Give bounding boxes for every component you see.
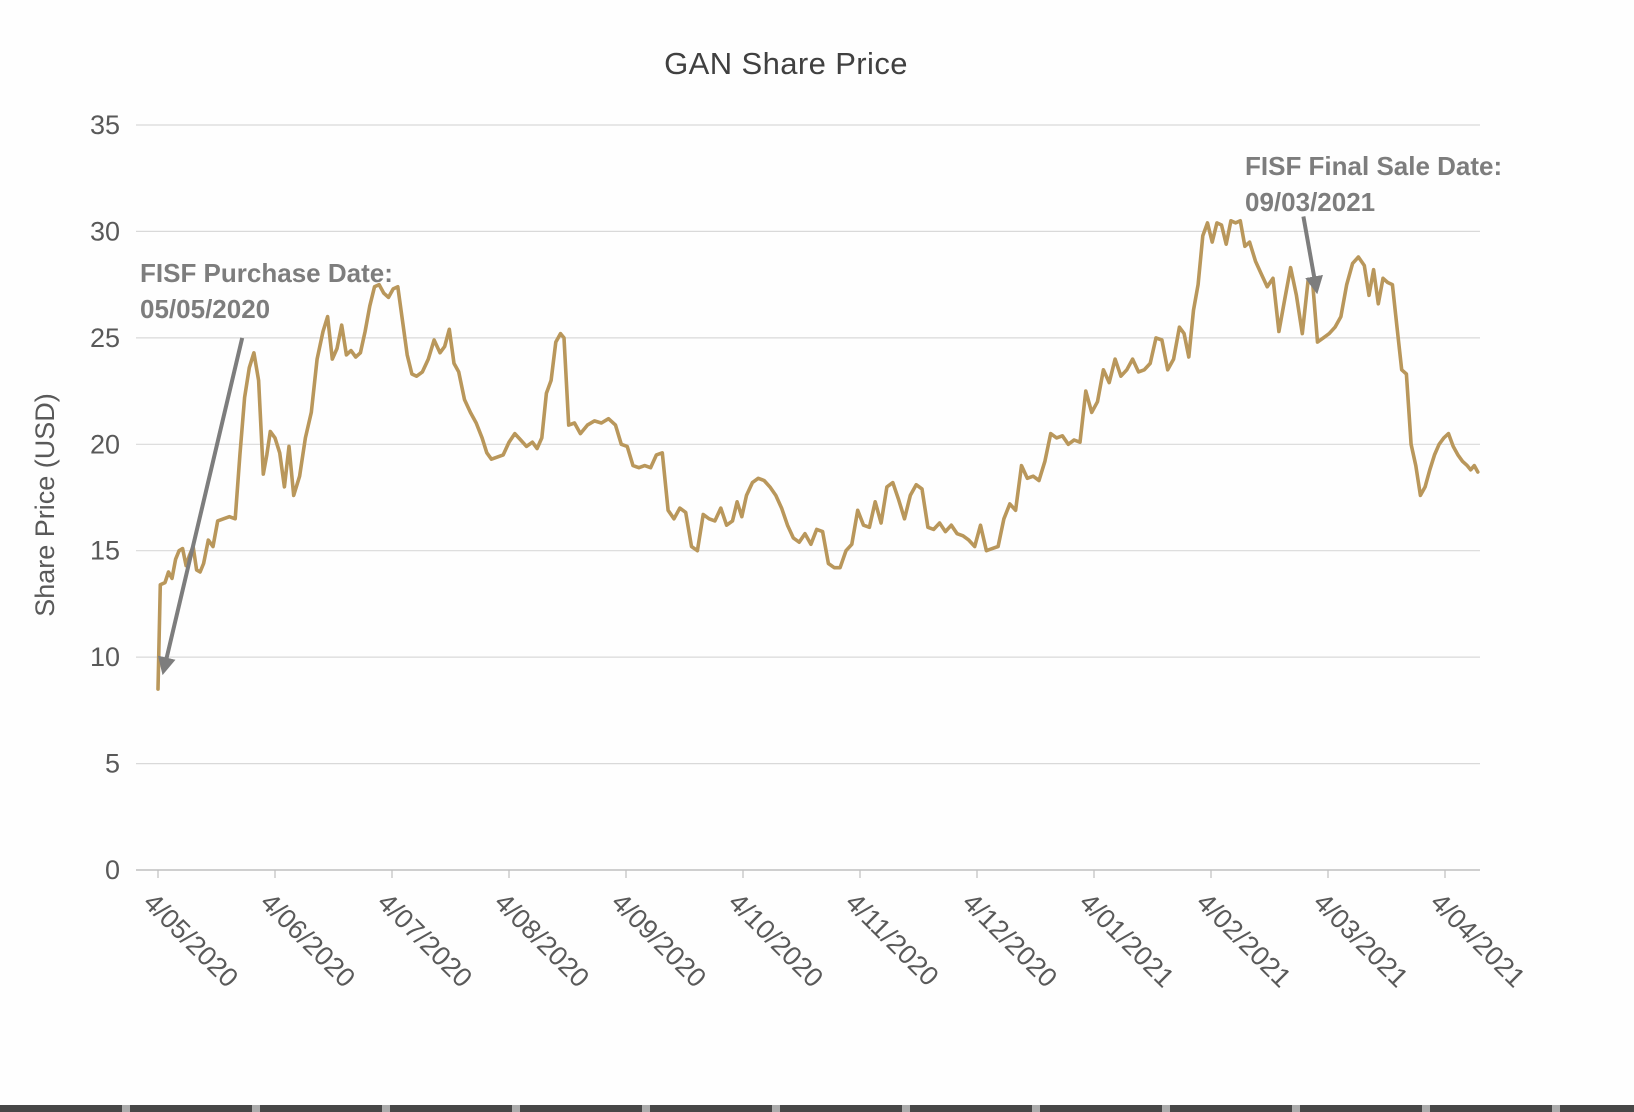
x-tick-label-4: 4/09/2020	[606, 887, 712, 993]
y-tick-label-0: 0	[105, 855, 120, 885]
x-tick-label-10: 4/03/2021	[1308, 887, 1414, 993]
x-tick-label-2: 4/07/2020	[372, 887, 478, 993]
x-tick-label-6: 4/11/2020	[840, 887, 945, 992]
y-tick-label-35: 35	[90, 110, 120, 140]
x-tick-label-1: 4/06/2020	[255, 887, 361, 993]
share-price-line	[156, 219, 1480, 691]
y-tick-label-15: 15	[90, 536, 120, 566]
chart-title: GAN Share Price	[664, 46, 908, 81]
annotation-sale-arrow	[1301, 216, 1323, 295]
annotation-sale-line2: 09/03/2021	[1245, 187, 1375, 217]
cropped-ui-strip	[0, 1105, 1634, 1112]
annotation-sale-line1: FISF Final Sale Date:	[1245, 151, 1502, 181]
x-tick-label-7: 4/12/2020	[957, 887, 1063, 993]
y-tick-label-10: 10	[90, 642, 120, 672]
x-tick-label-3: 4/08/2020	[489, 887, 595, 993]
x-tick-label-8: 4/01/2021	[1074, 887, 1180, 993]
y-tick-label-5: 5	[105, 749, 120, 779]
x-tick-label-5: 4/10/2020	[723, 887, 829, 993]
annotation-purchase-line2: 05/05/2020	[140, 294, 270, 324]
annotation-purchase-arrow	[157, 337, 245, 676]
x-tick-label-11: 4/04/2021	[1425, 887, 1531, 993]
x-tick-label-9: 4/02/2021	[1191, 887, 1297, 993]
y-tick-label-30: 30	[90, 216, 120, 246]
annotation-purchase-line1: FISF Purchase Date:	[140, 258, 393, 288]
x-tick-label-0: 4/05/2020	[138, 887, 244, 993]
y-tick-label-20: 20	[90, 429, 120, 459]
y-tick-label-25: 25	[90, 323, 120, 353]
